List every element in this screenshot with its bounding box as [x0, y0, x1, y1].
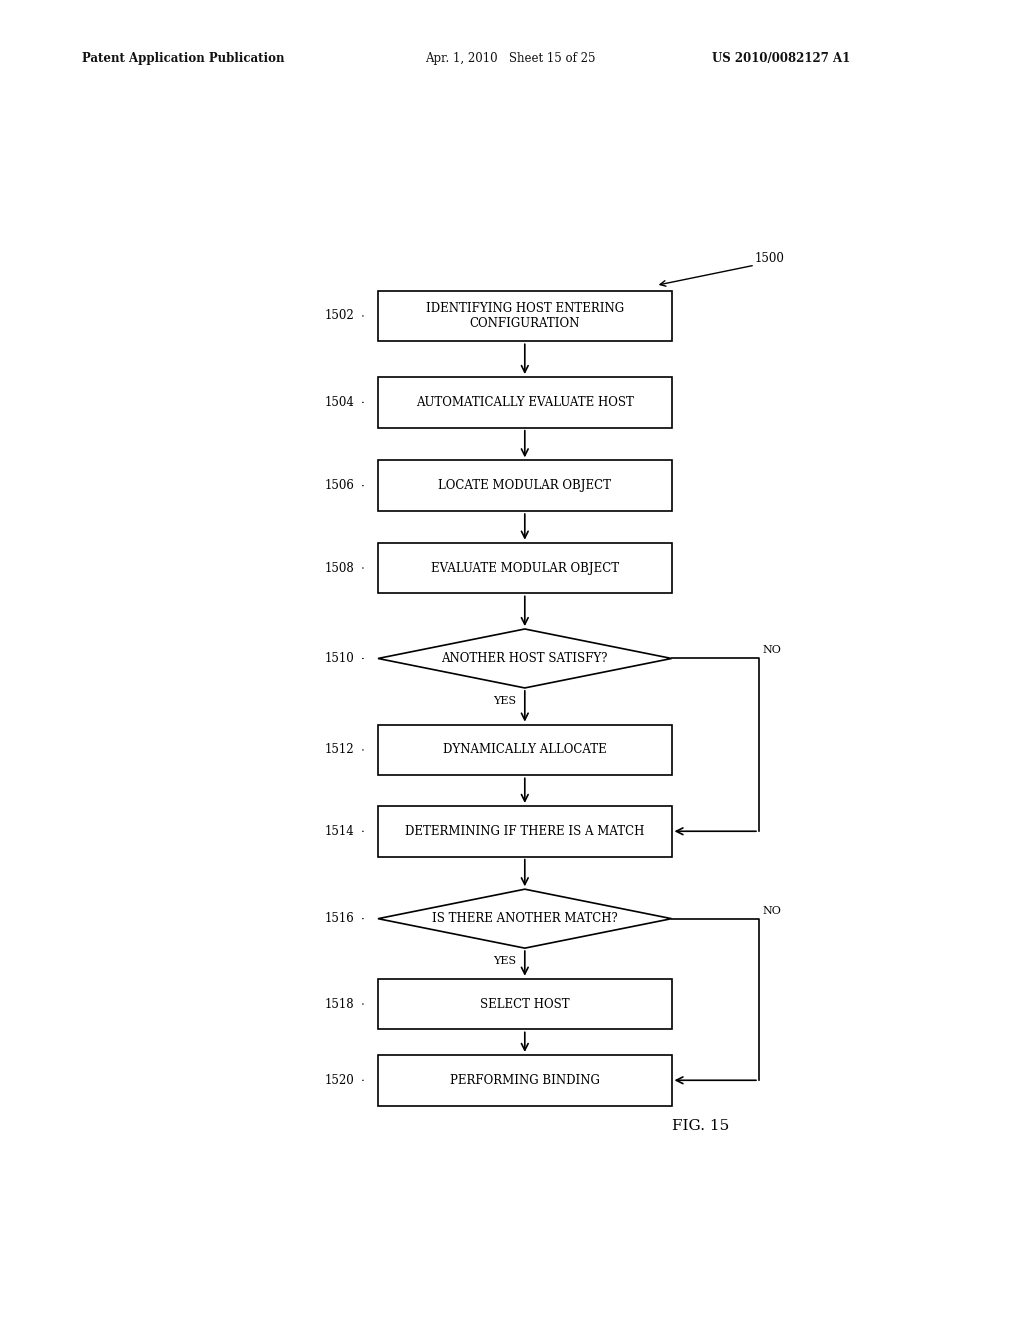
Text: 1510: 1510 — [325, 652, 354, 665]
Text: EVALUATE MODULAR OBJECT: EVALUATE MODULAR OBJECT — [431, 561, 618, 574]
Bar — [378, 805, 672, 857]
Text: DETERMINING IF THERE IS A MATCH: DETERMINING IF THERE IS A MATCH — [406, 825, 644, 838]
Text: PERFORMING BINDING: PERFORMING BINDING — [450, 1073, 600, 1086]
Text: Patent Application Publication: Patent Application Publication — [82, 51, 285, 65]
Text: 1506: 1506 — [325, 479, 354, 492]
Text: Apr. 1, 2010   Sheet 15 of 25: Apr. 1, 2010 Sheet 15 of 25 — [425, 51, 596, 65]
Text: 1516: 1516 — [325, 912, 354, 925]
Text: US 2010/0082127 A1: US 2010/0082127 A1 — [712, 51, 850, 65]
Text: AUTOMATICALLY EVALUATE HOST: AUTOMATICALLY EVALUATE HOST — [416, 396, 634, 409]
Bar — [378, 1055, 672, 1106]
Text: 1508: 1508 — [325, 561, 354, 574]
Text: LOCATE MODULAR OBJECT: LOCATE MODULAR OBJECT — [438, 479, 611, 492]
Text: IS THERE ANOTHER MATCH?: IS THERE ANOTHER MATCH? — [432, 912, 617, 925]
Text: NO: NO — [763, 645, 781, 655]
Text: 1518: 1518 — [325, 998, 354, 1011]
Text: 1504: 1504 — [325, 396, 354, 409]
Text: YES: YES — [494, 956, 516, 966]
Bar — [378, 378, 672, 428]
Text: 1512: 1512 — [325, 743, 354, 756]
Text: IDENTIFYING HOST ENTERING
CONFIGURATION: IDENTIFYING HOST ENTERING CONFIGURATION — [426, 302, 624, 330]
Text: DYNAMICALLY ALLOCATE: DYNAMICALLY ALLOCATE — [443, 743, 606, 756]
Bar — [378, 543, 672, 594]
Text: SELECT HOST: SELECT HOST — [480, 998, 569, 1011]
Text: 1520: 1520 — [325, 1073, 354, 1086]
Text: 1502: 1502 — [325, 309, 354, 322]
Polygon shape — [378, 630, 672, 688]
Bar — [378, 461, 672, 511]
Text: FIG. 15: FIG. 15 — [672, 1119, 729, 1133]
Text: 1514: 1514 — [325, 825, 354, 838]
Bar — [378, 978, 672, 1030]
Polygon shape — [378, 890, 672, 948]
Bar — [378, 725, 672, 775]
Text: YES: YES — [494, 696, 516, 706]
Text: 1500: 1500 — [755, 252, 784, 265]
Text: ANOTHER HOST SATISFY?: ANOTHER HOST SATISFY? — [441, 652, 608, 665]
Text: NO: NO — [763, 906, 781, 916]
Bar — [378, 290, 672, 342]
